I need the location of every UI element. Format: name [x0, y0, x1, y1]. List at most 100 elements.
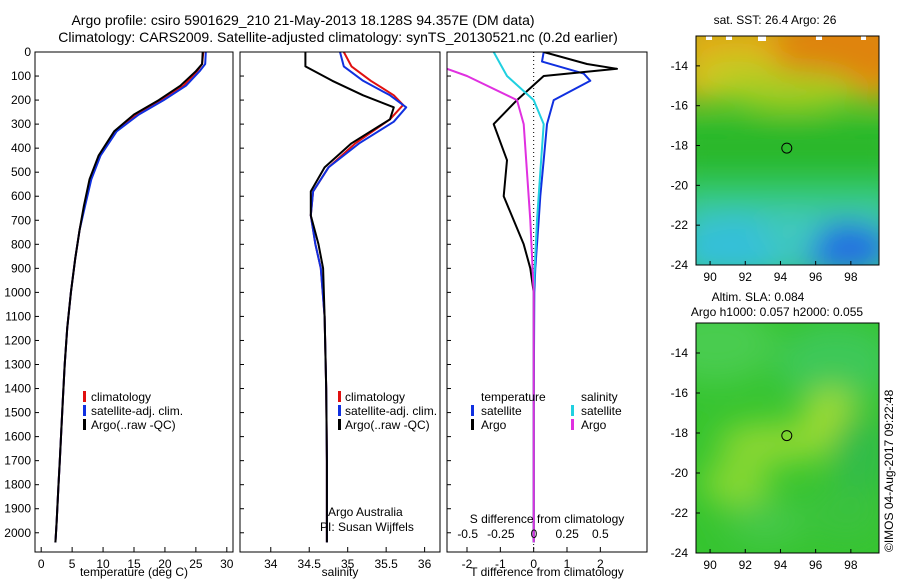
- legend-swatch-argo: [338, 419, 341, 430]
- sla-map-xtick-label: 94: [774, 558, 788, 572]
- difference-top-ticks: -0.5 -0.25 0 0.25 0.5: [457, 527, 609, 541]
- sla-map-yticks: -14 -16 -18 -20 -22 -24: [671, 346, 700, 560]
- difference-panel: -2 -1 0 1 2 -0.5 -0.25 0 0.25 0.5 S difference f…: [446, 51, 648, 579]
- legend-label-t-argo: Argo: [481, 418, 507, 432]
- difference-legend: temperature salinity satellite Argo sate…: [471, 390, 622, 432]
- sla-map-xtick-label: 90: [703, 558, 717, 572]
- legend-label-satellite: satellite-adj. clim.: [91, 404, 183, 418]
- t-difference-xlabel: T difference from climatology: [470, 565, 624, 579]
- sst-argo-location-marker: [781, 142, 793, 154]
- sst-map-ytick-label: -18: [671, 139, 689, 153]
- legend-heading-salinity: salinity: [581, 390, 618, 404]
- temperature-series-group: [54, 52, 207, 543]
- temperature-xtick-label: 5: [69, 557, 76, 571]
- difference-xtick-label: -2: [462, 557, 473, 571]
- salinity-xtick-label: 34.5: [298, 557, 322, 571]
- depth-ytick-label: 1600: [4, 430, 31, 444]
- temperature-xtick-label: 0: [38, 557, 45, 571]
- figure-title-line2: Climatology: CARS2009. Satellite-adjuste…: [58, 29, 618, 45]
- difference-top-tick-label: 0.25: [555, 527, 579, 541]
- depth-ytick-label: 1800: [4, 478, 31, 492]
- salinity-series-group: [304, 52, 408, 543]
- difference-series-group: [447, 52, 618, 552]
- depth-ytick-label: 1500: [4, 406, 31, 420]
- salinity-xtick-label: 35: [341, 557, 355, 571]
- depth-ytick-label: 400: [11, 141, 31, 155]
- depth-ytick-label: 1000: [4, 285, 31, 299]
- sst-map-yticks: -14 -16 -18 -20 -22 -24: [671, 59, 700, 272]
- legend-swatch-satellite: [83, 405, 86, 416]
- difference-xtick-label: 1: [564, 557, 571, 571]
- depth-ytick-label: 1900: [4, 502, 31, 516]
- sst-map-xtick-label: 96: [809, 270, 823, 284]
- sla-argo-location-marker: [781, 430, 793, 442]
- legend-heading-temperature: temperature: [481, 390, 546, 404]
- legend-label-s-satellite: satellite: [581, 404, 622, 418]
- difference-top-tick-label: -0.25: [487, 527, 515, 541]
- s-difference-label: S difference from climatology: [470, 512, 625, 526]
- legend-label-argo: Argo(..raw -QC): [345, 418, 430, 432]
- sst-map-panel: sat. SST: 26.4 Argo: 26: [671, 13, 880, 284]
- temperature-legend: climatology satellite-adj. clim. Argo(..…: [83, 390, 183, 432]
- legend-label-t-satellite: satellite: [481, 404, 522, 418]
- salinity-series-satellite-adj-clim: [309, 52, 408, 543]
- sst-map-ytick-label: -14: [671, 59, 689, 73]
- sst-heatmap: [696, 36, 879, 265]
- difference-series-temperature-argo: [492, 52, 618, 543]
- difference-xtick-label: -1: [495, 557, 506, 571]
- sst-map-xtick-label: 90: [703, 270, 717, 284]
- sla-map-xticks: 90 92 94 96 98: [703, 549, 858, 572]
- sla-map-ytick-label: -20: [671, 466, 689, 480]
- difference-axes-box: [446, 51, 648, 553]
- temperature-xtick-label: 15: [127, 557, 141, 571]
- difference-top-tick-label: -0.5: [457, 527, 478, 541]
- sla-map-ytick-label: -14: [671, 346, 689, 360]
- legend-label-argo: Argo(..raw -QC): [91, 418, 176, 432]
- legend-swatch-satellite: [338, 405, 341, 416]
- legend-swatch-climatology: [83, 391, 86, 402]
- depth-ytick-label: 300: [11, 117, 31, 131]
- sst-map-ytick-label: -20: [671, 178, 689, 192]
- depth-ytick-label: 900: [11, 261, 31, 275]
- difference-series-temperature-satellite: [532, 52, 592, 543]
- depth-ytick-label: 100: [11, 69, 31, 83]
- depth-yticks: 0 100 200 300 400 500 600 700 800 900 1000 1100 1200…: [4, 45, 31, 540]
- temperature-xlabel: temperature (deg C): [80, 565, 188, 579]
- depth-ytick-label: 600: [11, 189, 31, 203]
- temperature-xtick-label: 20: [158, 557, 172, 571]
- salinity-axes-box: [239, 51, 441, 553]
- legend-label-climatology: climatology: [91, 390, 151, 404]
- depth-ytick-label: 500: [11, 165, 31, 179]
- legend-swatch-s-satellite: [571, 405, 574, 416]
- salinity-series-argo-raw-qc: [304, 52, 395, 543]
- salinity-xticks: 34 34.5 35 35.5 36: [240, 51, 432, 571]
- sst-map-xtick-label: 92: [739, 270, 753, 284]
- salinity-panel: 34 34.5 35 35.5 36 salinity climatology sate…: [239, 51, 441, 579]
- salinity-xtick-label: 36: [418, 557, 432, 571]
- difference-xtick-label: 0: [530, 557, 537, 571]
- depth-ytick-label: 200: [11, 93, 31, 107]
- imos-watermark: ©IMOS 04-Aug-2017 09:22:48: [882, 389, 896, 552]
- sst-map-axes-box: [695, 35, 880, 266]
- depth-ytick-label: 700: [11, 213, 31, 227]
- temperature-series-climatology: [54, 52, 205, 543]
- difference-xticks: -2 -1 0 1 2: [447, 51, 604, 571]
- difference-series-salinity-satellite: [492, 52, 545, 543]
- legend-label-climatology: climatology: [345, 390, 405, 404]
- credit-line2: PI: Susan Wijffels: [320, 520, 414, 534]
- salinity-xlabel: salinity: [322, 565, 359, 579]
- sla-map-ytick-label: -18: [671, 426, 689, 440]
- difference-xtick-label: 2: [597, 557, 604, 571]
- legend-label-satellite: satellite-adj. clim.: [345, 404, 437, 418]
- sla-map-ytick-label: -22: [671, 506, 689, 520]
- sla-map-title-line1: Altim. SLA: 0.084: [712, 290, 805, 304]
- temperature-xtick-label: 30: [220, 557, 234, 571]
- depth-ytick-label: 0: [24, 45, 31, 59]
- depth-ytick-label: 1700: [4, 454, 31, 468]
- sla-map-ytick-label: -24: [671, 546, 689, 560]
- sst-map-ytick-label: -16: [671, 99, 689, 113]
- legend-swatch-argo: [83, 419, 86, 430]
- temperature-xticks: 0 5 10 15 20 25 30: [35, 51, 234, 571]
- credit-line1: Argo Australia: [328, 505, 403, 519]
